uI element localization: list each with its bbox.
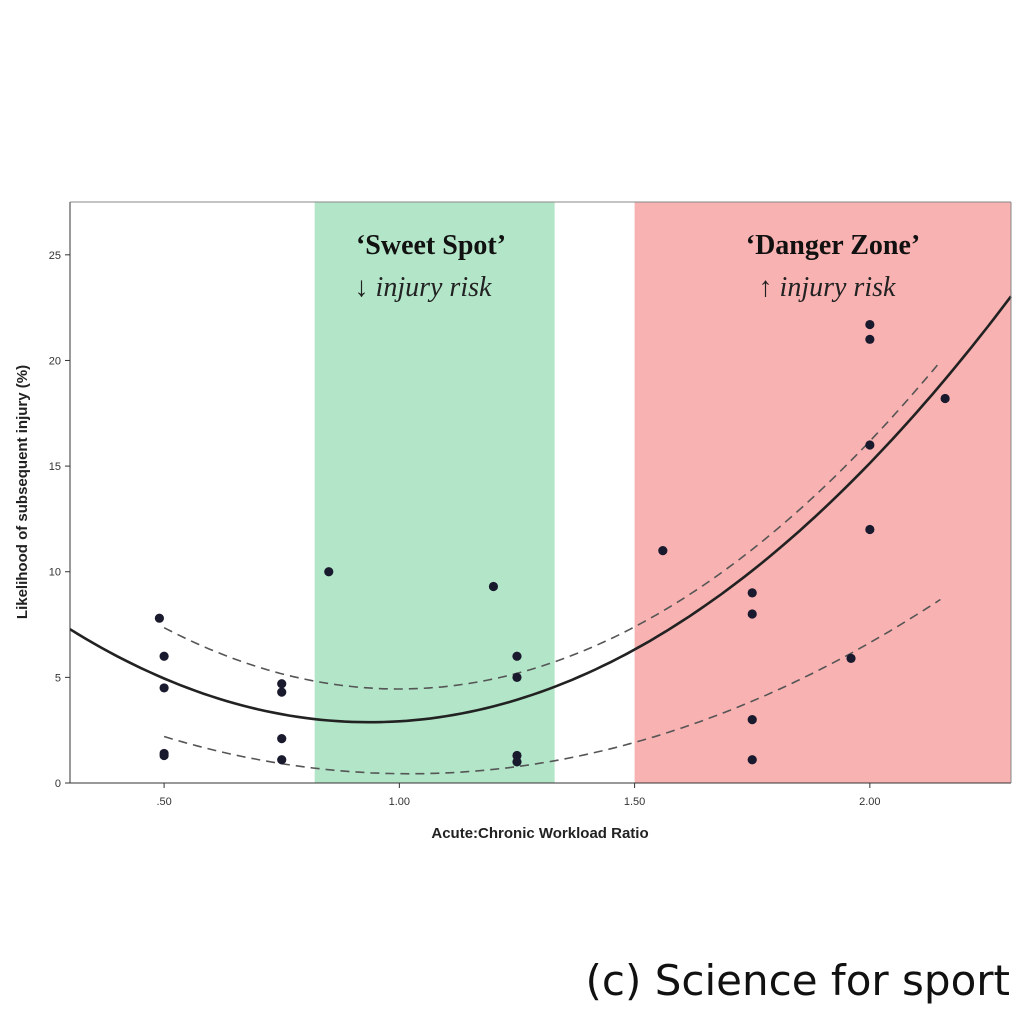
data-point bbox=[159, 683, 169, 693]
data-point bbox=[747, 755, 757, 765]
data-point bbox=[277, 734, 287, 744]
zone-backgrounds bbox=[314, 202, 1011, 783]
data-point bbox=[154, 613, 164, 623]
zone-labels: ‘Sweet Spot’ ↓ injury risk ‘Danger Zone’… bbox=[355, 230, 921, 303]
upper-confidence-band bbox=[163, 360, 942, 690]
y-tick-label: 25 bbox=[49, 250, 61, 262]
data-point bbox=[747, 715, 757, 725]
data-point bbox=[277, 679, 287, 689]
sweet-spot-subtitle: ↓ injury risk bbox=[355, 272, 492, 303]
y-tick-label: 10 bbox=[49, 567, 61, 579]
danger-zone bbox=[634, 202, 1011, 783]
x-tick-label: 1.00 bbox=[389, 796, 410, 808]
danger-zone-subtitle: ↑ injury risk bbox=[759, 272, 896, 303]
data-point bbox=[159, 651, 169, 661]
x-tick-label: 1.50 bbox=[624, 796, 645, 808]
y-tick-label: 15 bbox=[49, 461, 61, 473]
data-point bbox=[940, 393, 950, 404]
danger-zone-title: ‘Danger Zone’ bbox=[746, 230, 920, 261]
y-tick-label: 20 bbox=[49, 355, 61, 367]
data-point bbox=[159, 750, 169, 761]
y-tick-label: 5 bbox=[55, 672, 61, 684]
x-axis-title: Acute:Chronic Workload Ratio bbox=[431, 825, 648, 842]
y-axis-title: Likelihood of subsequent injury (%) bbox=[14, 365, 31, 619]
data-point bbox=[865, 334, 875, 344]
sweet-spot-title: ‘Sweet Spot’ bbox=[356, 230, 506, 261]
data-point bbox=[277, 755, 287, 765]
data-point bbox=[846, 653, 856, 663]
data-point bbox=[512, 672, 522, 682]
data-point bbox=[512, 750, 522, 761]
y-tick-label: 0 bbox=[55, 778, 61, 790]
fit-line bbox=[69, 295, 1013, 724]
data-point bbox=[747, 588, 757, 598]
curves bbox=[69, 295, 1013, 775]
data-point bbox=[512, 651, 522, 661]
axes: .50 1.00 1.50 2.00 0 5 10 15 20 25 bbox=[49, 201, 1012, 808]
data-point bbox=[512, 757, 522, 767]
copyright-credit: (c) Science for sport bbox=[585, 956, 1010, 1005]
data-point bbox=[865, 319, 875, 330]
data-point bbox=[747, 609, 757, 619]
data-point bbox=[277, 687, 287, 697]
lower-confidence-band bbox=[163, 598, 941, 775]
data-point bbox=[324, 567, 334, 577]
data-points bbox=[154, 319, 950, 767]
x-tick-label: .50 bbox=[156, 796, 171, 808]
x-tick-label: 2.00 bbox=[859, 796, 880, 808]
data-point bbox=[865, 524, 875, 535]
data-point bbox=[658, 546, 668, 556]
data-point bbox=[865, 440, 875, 450]
data-point bbox=[488, 581, 499, 592]
